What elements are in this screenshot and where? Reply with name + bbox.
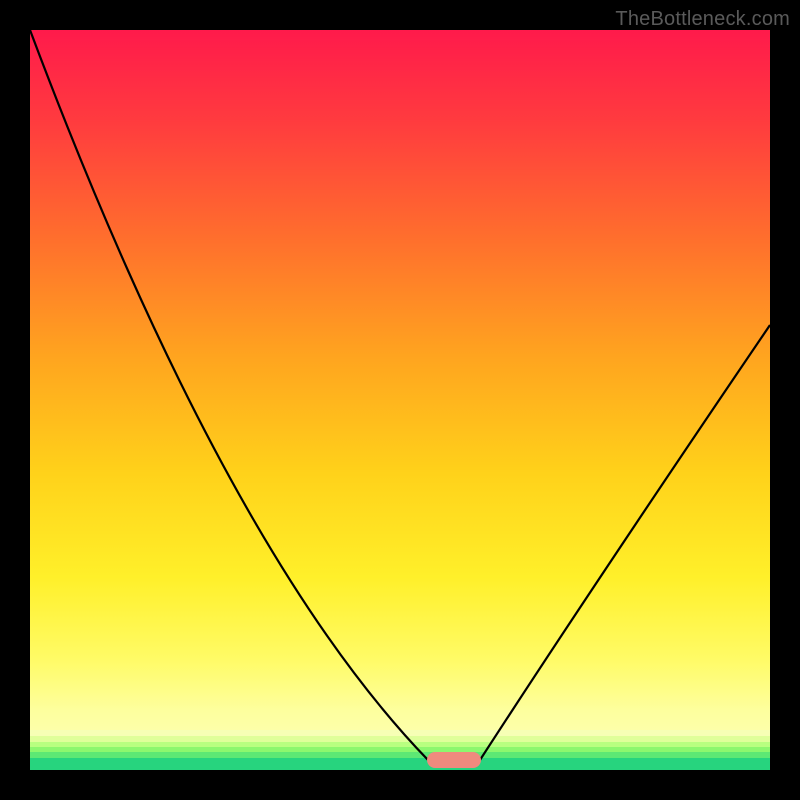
plot-area: [30, 30, 770, 770]
bottleneck-curve: [30, 30, 770, 770]
watermark-text: TheBottleneck.com: [615, 8, 790, 31]
optimal-range-marker: [427, 752, 481, 768]
chart-frame: TheBottleneck.com: [0, 0, 800, 800]
